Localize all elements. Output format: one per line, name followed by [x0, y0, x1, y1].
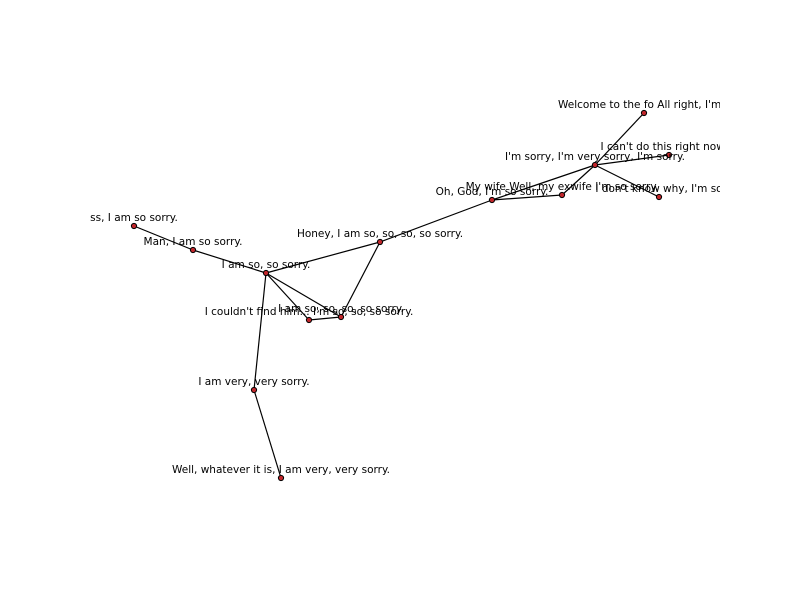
- node-label-n9: Man, I am so sorry.: [144, 236, 243, 248]
- graph-edge-n3-n5: [594, 164, 660, 198]
- graph-node-n10: [262, 269, 270, 277]
- node-label-n6: Oh, God, I'm so sorry.: [436, 186, 549, 198]
- graph-node-n8: [130, 222, 138, 230]
- node-label-n13: I am very, very sorry.: [198, 376, 309, 388]
- graph-node-n4: [558, 191, 566, 199]
- graph-node-n14: [277, 474, 285, 482]
- graph-edge-n3-n6: [491, 164, 596, 201]
- graph-node-n7: [376, 238, 384, 246]
- graph-edge-n6-n7: [379, 199, 493, 243]
- node-label-n11: I couldn't find him... I'm so, so, so so…: [205, 306, 414, 318]
- node-label-n8: ss, I am so sorry.: [90, 212, 178, 224]
- graph-edge-n10-n12: [265, 272, 342, 318]
- graph-node-n9: [189, 246, 197, 254]
- node-label-n14: Well, whatever it is, I am very, very so…: [172, 464, 390, 476]
- node-label-n7: Honey, I am so, so, so, so sorry.: [297, 228, 463, 240]
- graph-edge-n1-n3: [594, 112, 645, 166]
- graph-edge-n11-n12: [308, 316, 342, 321]
- graph-node-n3: [591, 161, 599, 169]
- node-label-n3: I'm sorry, I'm very sorry, I'm sorry.: [505, 151, 685, 163]
- node-label-n5: I don't know why, I'm so: [595, 183, 722, 195]
- graph-edge-n10-n13: [253, 272, 267, 391]
- graph-edge-n10-n11: [265, 272, 310, 321]
- node-label-n4: My wife Well, my exwife I'm so sorry.: [466, 181, 659, 193]
- graph-node-n13: [250, 386, 258, 394]
- graph-node-n1: [640, 109, 648, 117]
- node-label-n2: I can't do this right now, I': [601, 141, 738, 153]
- edges-layer: [133, 112, 670, 479]
- node-label-n1: Welcome to the fo All right, I'm s: [558, 99, 730, 111]
- graph-node-n5: [655, 193, 663, 201]
- graph-edge-n9-n10: [192, 249, 267, 274]
- graph-node-n6: [488, 196, 496, 204]
- graph-node-n12: [337, 313, 345, 321]
- labels-layer: Welcome to the fo All right, I'm s I can'…: [90, 99, 738, 476]
- graph-edge-n13-n14: [253, 389, 282, 479]
- nodes-layer: [130, 109, 673, 482]
- graph-edge-n7-n12: [340, 241, 381, 318]
- graph-edge-n2-n3: [594, 154, 670, 166]
- node-label-n10: I am so, so sorry.: [222, 259, 311, 271]
- graph-node-n2: [665, 151, 673, 159]
- graph-edge-n8-n9: [133, 225, 194, 251]
- graph-node-n11: [305, 316, 313, 324]
- node-label-n12: I am so, so, so, so sorry.: [278, 303, 404, 315]
- graph-edge-n4-n6: [491, 194, 563, 201]
- graph-edge-n7-n10: [265, 241, 381, 274]
- graph-edge-n3-n4: [561, 164, 596, 196]
